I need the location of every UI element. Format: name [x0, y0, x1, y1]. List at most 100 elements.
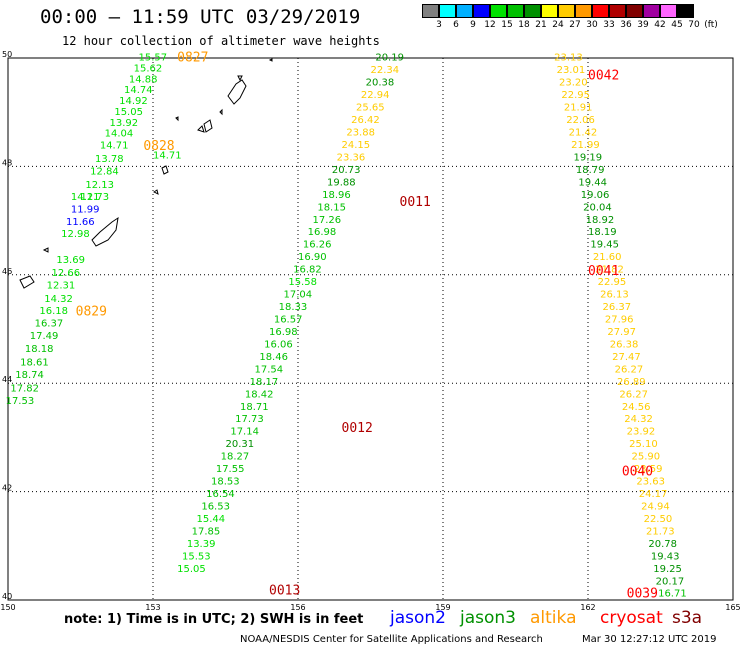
island-outline — [91, 216, 119, 247]
legend-label: 39 — [637, 20, 649, 30]
wave-height-value: 17.82 — [10, 383, 39, 394]
wave-height-value: 26.89 — [617, 377, 646, 388]
coastline — [19, 58, 273, 289]
wave-height-value: 23.88 — [346, 128, 375, 139]
wave-height-value: 26.13 — [600, 290, 629, 301]
wave-height-value: 18.71 — [240, 402, 269, 413]
wave-height-value: 23.20 — [559, 78, 588, 89]
wave-height-value: 27.96 — [605, 314, 634, 325]
x-tick-label: 165 — [725, 603, 740, 612]
wave-height-value: 16.06 — [264, 339, 293, 350]
legend-label: 42 — [654, 20, 666, 30]
footer-note: note: 1) Time is in UTC; 2) SWH is in fe… — [64, 612, 364, 627]
legend-swatch — [643, 4, 660, 18]
legend-swatch — [524, 4, 541, 18]
legend-swatch — [626, 4, 643, 18]
x-tick-label: 150 — [0, 603, 15, 612]
wave-height-value: 14.74 — [124, 85, 153, 96]
wave-height-value: 26.37 — [603, 302, 632, 313]
wave-height-value: 16.90 — [298, 252, 327, 263]
wave-height-value: 17.14 — [230, 427, 259, 438]
time-labels: 0827 0828 0829 0011 0012 0013 0042 0041 0040 0039 — [76, 50, 658, 601]
x-tick-label: 159 — [435, 603, 450, 612]
satellite-s3a: s3a — [672, 608, 703, 628]
legend-label: 36 — [620, 20, 632, 30]
wave-height-value: 18.17 — [250, 377, 279, 388]
legend-label: 3 — [436, 20, 442, 30]
wave-height-value: 22.95 — [561, 90, 590, 101]
wave-height-value: 25.90 — [632, 452, 661, 463]
y-tick-label: 42 — [2, 484, 12, 493]
island-outline — [268, 58, 273, 62]
wave-height-value: 25.10 — [629, 439, 658, 450]
legend-label: 12 — [484, 20, 496, 30]
satellite-altika: altika — [530, 608, 577, 628]
legend-swatch — [473, 4, 490, 18]
wave-height-value: 18.53 — [211, 477, 240, 488]
wave-height-value: 16.98 — [308, 227, 337, 238]
wave-height-value: 20.38 — [366, 78, 395, 89]
wave-height-value: 20.04 — [583, 202, 612, 213]
wave-height-points: 15.5715.6214.8814.7414.9215.0513.9214.04… — [6, 53, 687, 600]
legend-swatches — [422, 4, 694, 18]
island-outline — [203, 119, 213, 133]
wave-height-value: 18.27 — [221, 452, 250, 463]
wave-height-value: 15.57 — [139, 53, 168, 64]
satellite-cryosat: cryosat — [600, 608, 663, 628]
legend-label: 6 — [453, 20, 459, 30]
legend-label: 24 — [552, 20, 564, 30]
wave-height-value: 18.19 — [588, 227, 617, 238]
wave-height-value: 16.71 — [658, 589, 687, 600]
wave-height-value: 19.06 — [581, 190, 610, 201]
wave-height-value: 23.63 — [636, 477, 665, 488]
wave-height-value: 19.19 — [574, 152, 603, 163]
wave-height-value: 13.69 — [56, 255, 85, 266]
legend-swatch — [490, 4, 507, 18]
wave-height-value: 26.27 — [615, 364, 644, 375]
wave-height-value: 23.13 — [554, 53, 583, 64]
time-label: 0042 — [588, 69, 619, 84]
wave-height-value: 14.88 — [129, 74, 158, 85]
wave-height-value: 17.73 — [235, 414, 264, 425]
wave-height-value: 16.18 — [39, 306, 68, 317]
wave-height-value: 16.98 — [269, 327, 298, 338]
y-tick-label: 46 — [2, 267, 12, 276]
wave-height-value: 15.05 — [177, 564, 206, 575]
wave-height-value: 18.46 — [259, 352, 288, 363]
legend-label: 21 — [535, 20, 547, 30]
legend-swatch — [660, 4, 677, 18]
wave-height-value: 16.37 — [35, 318, 64, 329]
wave-height-value: 15.62 — [134, 64, 163, 75]
wave-height-value: 14.71 — [100, 141, 129, 152]
wave-height-value: 21.82 — [595, 265, 624, 276]
legend-label: 9 — [470, 20, 476, 30]
wave-height-value: 17.04 — [284, 290, 313, 301]
wave-height-value: 25.65 — [356, 103, 385, 114]
legend-swatch — [558, 4, 575, 18]
legend-label: 30 — [586, 20, 598, 30]
wave-height-value: 22.50 — [644, 514, 673, 525]
wave-height-value: 23.36 — [337, 152, 366, 163]
wave-height-value: 14.71 — [153, 150, 182, 161]
wave-height-value: 12.66 — [52, 268, 81, 279]
y-tick-label: 40 — [2, 592, 12, 601]
wave-height-value: 22.34 — [371, 65, 400, 76]
x-tick-label: 162 — [580, 603, 595, 612]
wave-height-value: 22.94 — [361, 90, 390, 101]
wave-height-value: 14.92 — [119, 96, 148, 107]
wave-height-value: 18.18 — [25, 344, 54, 355]
wave-height-value: 24.56 — [622, 402, 651, 413]
wave-height-value: 18.92 — [586, 215, 615, 226]
wave-height-value: 27.47 — [612, 352, 641, 363]
map-frame — [7, 57, 734, 601]
wave-height-value: 11.66 — [66, 217, 95, 228]
time-label: 0040 — [622, 464, 653, 479]
legend-label: 27 — [569, 20, 581, 30]
wave-height-value: 16.57 — [274, 314, 303, 325]
time-label: 0039 — [627, 586, 658, 601]
wave-height-value: 17.85 — [192, 526, 221, 537]
wave-height-value: 18.42 — [245, 389, 274, 400]
legend-swatch — [677, 4, 694, 18]
legend-swatch — [507, 4, 524, 18]
